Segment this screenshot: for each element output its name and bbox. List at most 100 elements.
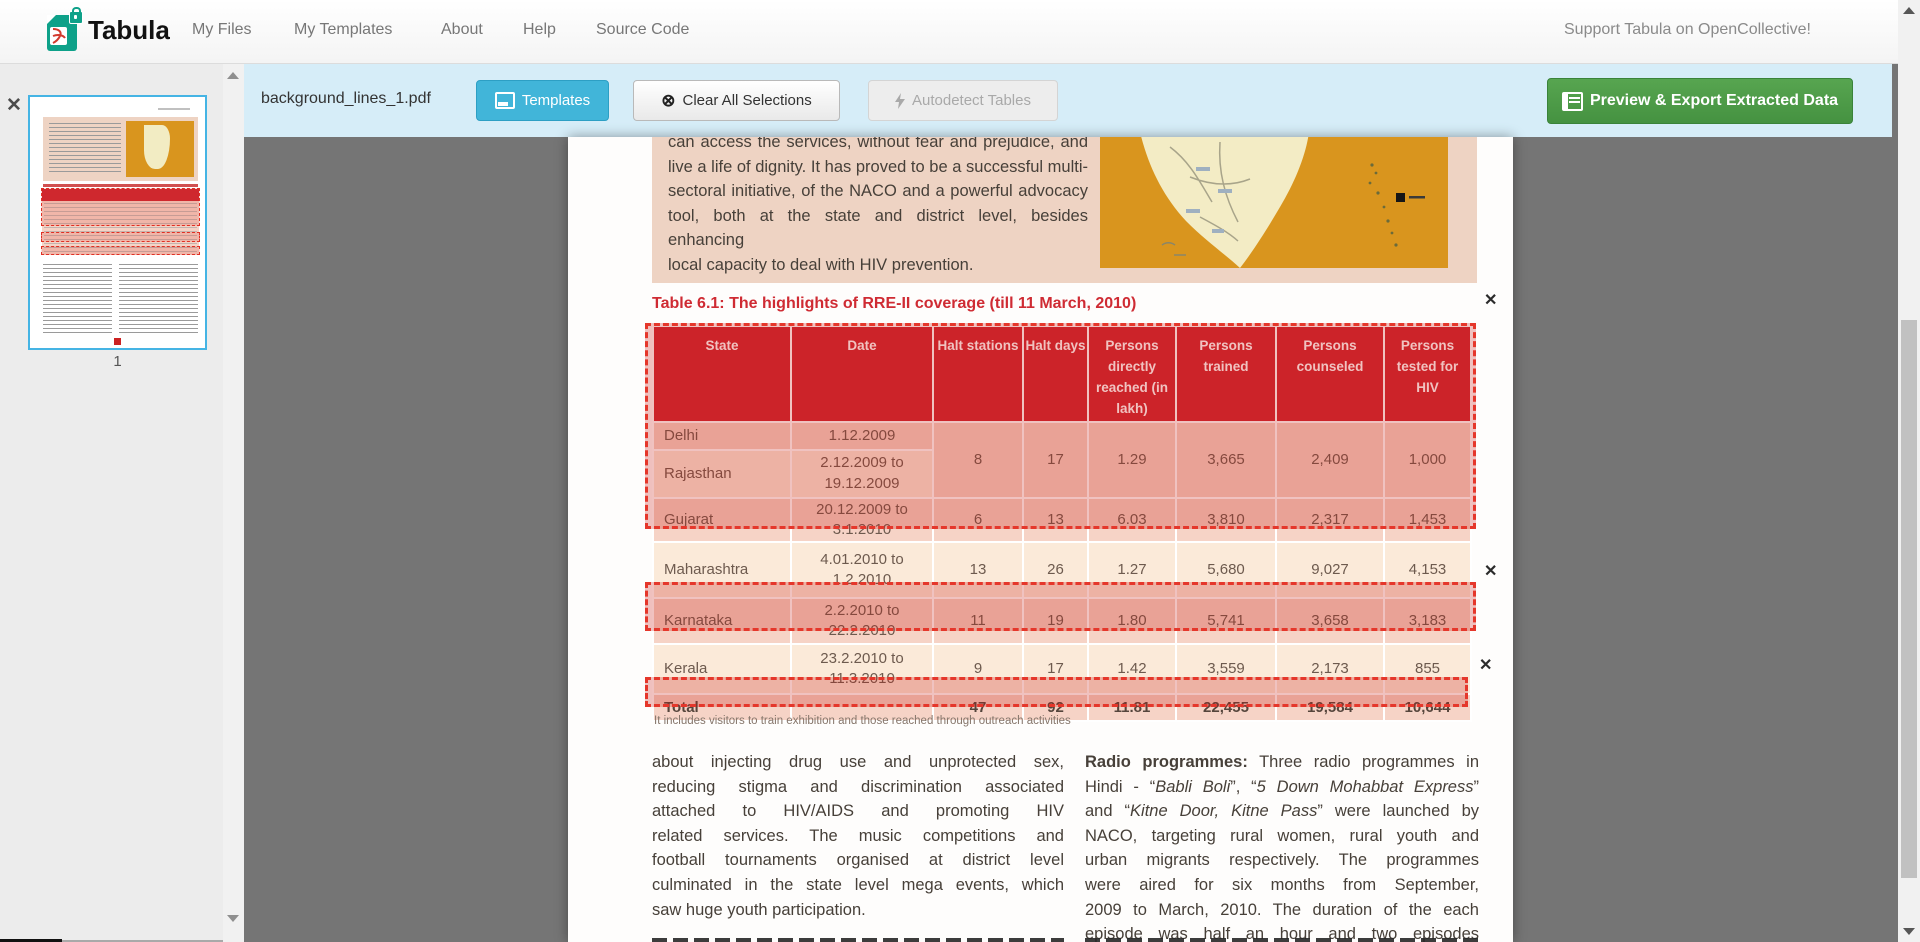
body-line: attached to HIV/AIDS and promoting HIV xyxy=(652,802,1064,821)
mini-table-title xyxy=(43,184,198,187)
cell-state: Total xyxy=(652,693,792,723)
delete-selection-2-icon[interactable]: ✕ xyxy=(1484,563,1498,580)
cell-value: 13 xyxy=(932,541,1024,600)
mini-pink-box xyxy=(43,117,198,181)
body-line: were aired for six months from September… xyxy=(1085,875,1479,894)
sidebar-scroll-down-icon[interactable] xyxy=(227,915,239,922)
cell-state: Delhi xyxy=(652,420,792,451)
cell-value: 19,584 xyxy=(1275,693,1385,723)
intro-line: tool, both at the state and district lev… xyxy=(668,206,1088,250)
nav-about[interactable]: About xyxy=(441,21,483,38)
delete-selection-3-icon[interactable]: ✕ xyxy=(1479,657,1493,674)
body-line: saw huge youth participation. xyxy=(652,900,866,919)
page-scrollbar-thumb[interactable] xyxy=(1901,320,1917,878)
cell-value: 3,810 xyxy=(1175,496,1277,544)
cell-value: 1.29 xyxy=(1087,420,1177,499)
table-selection-1[interactable] xyxy=(645,323,1476,529)
india-map-image xyxy=(1100,137,1448,268)
cell-value: 1,000 xyxy=(1383,420,1472,499)
table-total-row: Total 47 92 11.81 22,455 19,584 10,644 xyxy=(652,693,1472,723)
lightning-bolt-icon xyxy=(895,92,905,109)
bottom-edge-line-light xyxy=(62,940,223,942)
cell-value: 9,027 xyxy=(1275,541,1385,600)
brand-title[interactable]: Tabula xyxy=(88,15,170,45)
pdf-page[interactable]: can access the services, without fear an… xyxy=(568,137,1513,942)
sidebar-scrollbar[interactable] xyxy=(223,64,244,942)
clipped-text-line xyxy=(652,938,1064,942)
cell-value: 92 xyxy=(1022,693,1089,723)
cell-value: 1.42 xyxy=(1087,643,1177,696)
templates-icon xyxy=(494,92,515,109)
mini-map xyxy=(126,121,194,177)
cell-state: Karnataka xyxy=(652,597,792,646)
intro-line: sectoral initiative, of the NACO and a p… xyxy=(668,182,1088,200)
preview-export-button[interactable]: Preview & Export Extracted Data xyxy=(1547,78,1853,124)
table-selection-2[interactable] xyxy=(645,582,1476,631)
table-selection-3[interactable] xyxy=(645,677,1468,707)
scroll-down-icon[interactable] xyxy=(1903,928,1915,935)
cell-value: 26 xyxy=(1022,541,1089,600)
export-button-label: Preview & Export Extracted Data xyxy=(1589,92,1839,109)
templates-button-label: Templates xyxy=(521,92,591,109)
mini-map-landmass xyxy=(144,125,170,169)
body-line: episode was half an hour and two episode… xyxy=(1085,925,1479,942)
table-row: Gujarat 20.12.2009 to 3.1.2010 6 13 6.03… xyxy=(652,496,1472,544)
table-row: Karnataka 2.2.2010 to 22.2.2010 11 19 1.… xyxy=(652,597,1472,646)
mini-header-line xyxy=(158,108,190,110)
body-line: NACO, targeting rural women, rural youth… xyxy=(1085,826,1479,845)
cell-date: 4.01.2010 to 1.2.2010 xyxy=(790,541,934,600)
table-footnote: It includes visitors to train exhibition… xyxy=(654,715,1071,727)
cell-value: 2,173 xyxy=(1275,643,1385,696)
nav-my-templates[interactable]: My Templates xyxy=(294,21,393,38)
cell-date: 23.2.2010 to 11.3.2010 xyxy=(790,643,934,696)
col-header: Halt days xyxy=(1022,325,1089,423)
body-line: culminated in the state level mega event… xyxy=(652,875,1064,894)
tabula-logo-icon[interactable] xyxy=(47,7,83,51)
cell-value: 1.27 xyxy=(1087,541,1177,600)
cell-value: 5,680 xyxy=(1175,541,1277,600)
intro-line: live a life of dignity. It has proved to… xyxy=(668,157,1088,176)
cell-date: 20.12.2009 to 3.1.2010 xyxy=(790,496,934,544)
table-row: Kerala 23.2.2010 to 11.3.2010 9 17 1.42 … xyxy=(652,643,1472,696)
body-line: 2009 to March, 2010. The duration of the… xyxy=(1085,900,1479,919)
cell-value: 8 xyxy=(932,420,1024,499)
cell-state: Kerala xyxy=(652,643,792,696)
clear-all-selections-button[interactable]: ⊗ Clear All Selections xyxy=(633,80,840,121)
page-thumbnail[interactable] xyxy=(28,95,207,350)
cell-state: Gujarat xyxy=(652,496,792,544)
support-link[interactable]: Support Tabula on OpenCollective! xyxy=(1564,21,1811,38)
cell-value: 5,741 xyxy=(1175,597,1277,646)
mini-left-column xyxy=(43,264,112,335)
nav-help[interactable]: Help xyxy=(523,21,556,38)
mini-right-column xyxy=(119,264,198,335)
col-header: Persons trained xyxy=(1175,325,1277,423)
cell-date xyxy=(790,693,934,723)
mini-selection-3 xyxy=(41,246,200,255)
col-header: State xyxy=(652,325,792,423)
cell-date: 2.12.2009 to 19.12.2009 xyxy=(790,448,934,499)
cell-state: Rajasthan xyxy=(652,448,792,499)
table-row: Maharashtra 4.01.2010 to 1.2.2010 13 26 … xyxy=(652,541,1472,600)
sidebar-scroll-up-icon[interactable] xyxy=(227,72,239,79)
toolbar: background_lines_1.pdf Templates ⊗ Clear… xyxy=(244,64,1892,137)
clear-circle-x-icon: ⊗ xyxy=(661,91,676,110)
spreadsheet-icon xyxy=(1561,91,1583,111)
templates-button[interactable]: Templates xyxy=(476,80,609,121)
cell-value: 6.03 xyxy=(1087,496,1177,544)
nav-source-code[interactable]: Source Code xyxy=(596,21,690,38)
body-line: and “Kitne Door, Kitne Pass” were launch… xyxy=(1085,802,1480,821)
delete-selection-1-icon[interactable]: ✕ xyxy=(1484,292,1498,309)
cell-value: 1.80 xyxy=(1087,597,1177,646)
cell-value: 6 xyxy=(932,496,1024,544)
cell-value: 13 xyxy=(1022,496,1089,544)
col-header: Persons tested for HIV xyxy=(1383,325,1472,423)
nav-my-files[interactable]: My Files xyxy=(192,21,252,38)
body-line: related services. The music competitions… xyxy=(652,826,1064,845)
cell-value: 1,453 xyxy=(1383,496,1472,544)
mini-table-header xyxy=(42,189,199,201)
scroll-up-icon[interactable] xyxy=(1903,7,1915,14)
remove-page-icon[interactable]: ✕ xyxy=(6,95,22,116)
col-header: Halt stations xyxy=(932,325,1024,423)
cell-value: 19 xyxy=(1022,597,1089,646)
thumbnail-page-number: 1 xyxy=(113,353,122,370)
